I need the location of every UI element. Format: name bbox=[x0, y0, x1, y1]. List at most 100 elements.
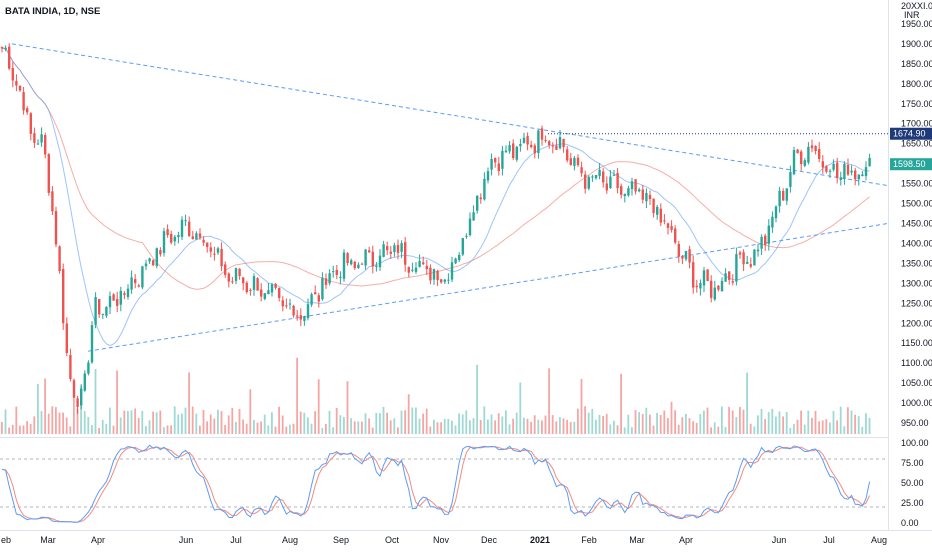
price-tick-label: 1950.00 bbox=[901, 19, 932, 29]
volume-bar bbox=[429, 426, 432, 434]
candle-body bbox=[324, 278, 328, 285]
candle-body bbox=[332, 271, 335, 273]
volume-bar bbox=[350, 418, 352, 434]
candle-body bbox=[58, 246, 61, 272]
candle-body bbox=[396, 244, 400, 253]
trendline-upper bbox=[11, 43, 889, 187]
candle-body bbox=[800, 151, 803, 165]
candle-body bbox=[832, 163, 835, 170]
volume-bar bbox=[123, 410, 126, 434]
candle-body bbox=[432, 269, 436, 280]
candle-body bbox=[414, 267, 418, 272]
candle-body bbox=[522, 137, 526, 143]
axis-top-note: 20XXI.00 bbox=[901, 1, 932, 11]
candle-body bbox=[0, 46, 4, 49]
volume-bar bbox=[501, 416, 504, 434]
candle-body bbox=[389, 251, 392, 254]
candle-body bbox=[497, 163, 500, 172]
time-tick-label: Nov bbox=[433, 535, 450, 545]
trendline-lower bbox=[87, 222, 889, 352]
volume-bar bbox=[397, 427, 399, 434]
candle-body bbox=[630, 181, 634, 190]
candle-body bbox=[260, 289, 263, 297]
candle-body bbox=[537, 130, 540, 154]
candle-body bbox=[720, 280, 724, 292]
candle-body bbox=[72, 380, 76, 398]
candle-body bbox=[821, 161, 824, 168]
volume-bar bbox=[587, 412, 590, 434]
candle-body bbox=[674, 228, 677, 243]
candle-body bbox=[468, 218, 472, 236]
volume-bar bbox=[803, 424, 806, 434]
ma-slow-line bbox=[1, 47, 870, 290]
volume-bar bbox=[382, 406, 385, 434]
candle-body bbox=[443, 279, 446, 282]
candle-body bbox=[566, 149, 569, 161]
volume-bar bbox=[688, 418, 691, 434]
candle-body bbox=[216, 248, 220, 253]
candle-body bbox=[814, 145, 817, 152]
price-tick-label: 1850.00 bbox=[901, 59, 932, 69]
volume-bar bbox=[591, 408, 594, 434]
time-tick-label: Jun bbox=[772, 535, 787, 545]
time-tick-label: Jul bbox=[823, 535, 835, 545]
volume-bar bbox=[609, 424, 612, 434]
candle-body bbox=[778, 190, 781, 207]
candle-body bbox=[90, 325, 94, 363]
candle-body bbox=[638, 189, 641, 192]
candle-body bbox=[306, 304, 310, 318]
candle-body bbox=[141, 266, 144, 288]
volume-bar bbox=[209, 414, 212, 434]
volume-bar bbox=[685, 414, 687, 434]
volume-bar bbox=[69, 426, 72, 434]
chart-title: BATA INDIA, 1D, NSE bbox=[5, 6, 100, 17]
volume-bar bbox=[325, 424, 327, 434]
candle-body bbox=[461, 238, 464, 255]
volume-bar bbox=[292, 423, 295, 434]
volume-bar bbox=[361, 421, 363, 434]
candle-body bbox=[450, 262, 454, 280]
osc-tick-label: 75.00 bbox=[901, 458, 924, 468]
volume-bar bbox=[681, 417, 684, 434]
volume-bar bbox=[839, 406, 842, 434]
volume-bar bbox=[15, 406, 18, 434]
candle-body bbox=[94, 297, 97, 325]
candle-body bbox=[828, 170, 832, 172]
candle-body bbox=[519, 143, 522, 147]
volume-bar bbox=[389, 420, 392, 434]
volume-bar bbox=[33, 416, 36, 434]
volume-bar bbox=[339, 415, 342, 434]
candle-body bbox=[274, 283, 277, 288]
volume-bar bbox=[170, 425, 172, 434]
volume-bar bbox=[814, 410, 817, 434]
candle-body bbox=[746, 261, 749, 264]
volume-bar bbox=[508, 424, 511, 434]
candle-body bbox=[296, 315, 299, 317]
candle-body bbox=[335, 269, 338, 275]
candle-body bbox=[760, 236, 763, 249]
oscillator-axis: 100.00 75.00 50.00 25.00 0.00 bbox=[901, 438, 929, 528]
candle-body bbox=[112, 294, 115, 301]
candle-body bbox=[846, 164, 850, 175]
volume-bar bbox=[105, 423, 108, 434]
candle-body bbox=[483, 178, 486, 200]
candle-body bbox=[353, 261, 356, 269]
volume-bar bbox=[548, 368, 550, 434]
candle-body bbox=[148, 258, 151, 262]
volume-bar bbox=[188, 372, 190, 434]
volume-bar bbox=[393, 418, 396, 434]
volume-bar bbox=[479, 419, 482, 434]
candle-body bbox=[530, 144, 533, 148]
candle-body bbox=[227, 273, 230, 282]
volume-bar bbox=[573, 421, 576, 434]
volume-bar bbox=[285, 426, 288, 434]
volume-bar bbox=[199, 425, 201, 434]
volume-bar bbox=[11, 424, 14, 434]
candle-body bbox=[515, 146, 518, 160]
candle-body bbox=[152, 260, 155, 266]
candle-body bbox=[173, 236, 176, 242]
volume-bar bbox=[469, 420, 471, 434]
volume-bar bbox=[220, 411, 223, 434]
candle-body bbox=[288, 303, 292, 305]
volume-bar bbox=[83, 411, 86, 434]
